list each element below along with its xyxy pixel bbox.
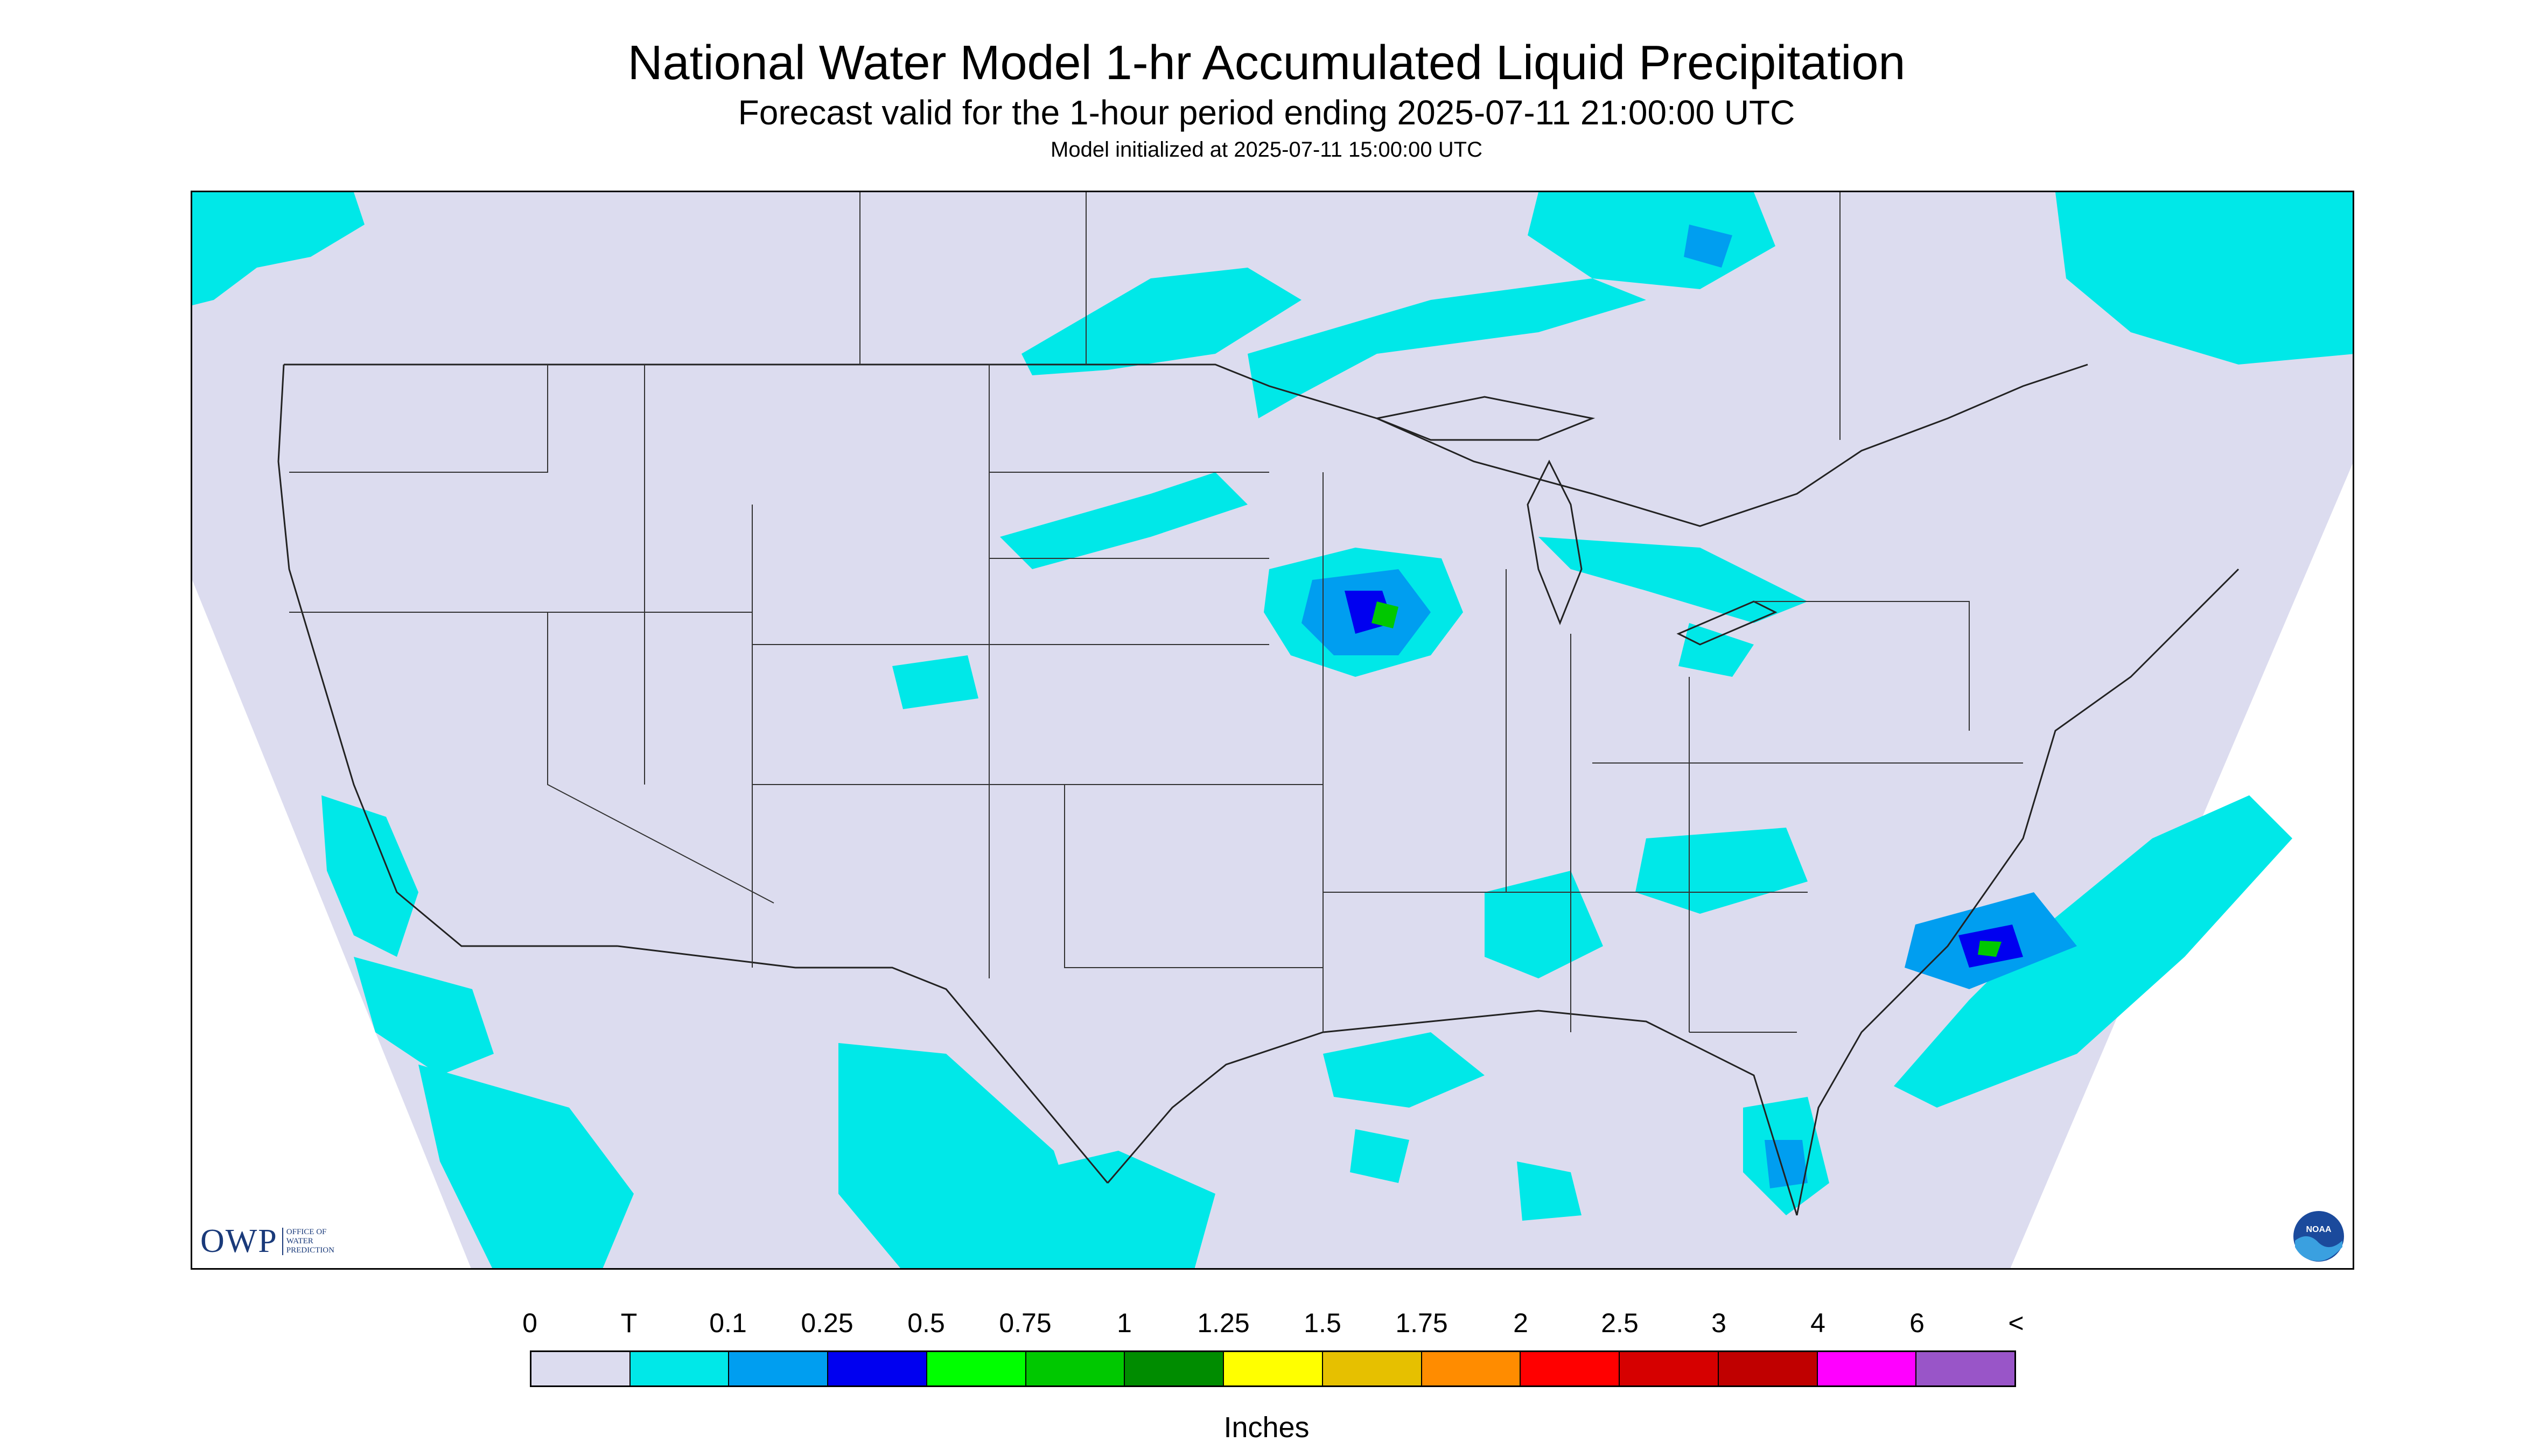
legend-label-15: < [2008, 1308, 2024, 1338]
precip-baja [418, 1065, 634, 1268]
legend-label-0: 0 [522, 1308, 537, 1338]
state-boundaries [289, 192, 2023, 1033]
legend-swatch-5 [1026, 1352, 1125, 1385]
legend-swatch-12 [1718, 1352, 1818, 1385]
border-us-mexico [617, 945, 1109, 1184]
legend-label-6: 1 [1117, 1308, 1132, 1338]
coast-atlantic [1796, 568, 2240, 1216]
legend-label-12: 3 [1711, 1308, 1726, 1338]
precip-gulf-scatter-1 [1350, 1129, 1409, 1183]
border-us-canada [284, 363, 2088, 527]
legend-swatch-9 [1422, 1352, 1521, 1385]
legend-label-5: 0.75 [999, 1308, 1052, 1338]
precip-canada-core [1684, 225, 1732, 268]
legend-label-1: T [620, 1308, 638, 1338]
precip-heavy-areas [1372, 601, 2002, 957]
precipitation-map[interactable] [191, 191, 2354, 1270]
legend-label-13: 4 [1810, 1308, 1825, 1338]
map-title: National Water Model 1-hr Accumulated Li… [627, 36, 1906, 90]
noaa-logo: NOAA [2292, 1210, 2345, 1263]
precip-michigan-band [1538, 537, 1808, 623]
map-canvas [192, 192, 2353, 1268]
legend-label-8: 1.5 [1304, 1308, 1341, 1338]
precip-mexico-gulf [935, 1151, 1215, 1268]
precip-florida-core [1765, 1140, 1808, 1188]
lake-superior [1374, 396, 1596, 441]
legend-label-2: 0.1 [709, 1308, 747, 1338]
political-boundaries [277, 363, 2240, 1216]
legend-label-4: 0.5 [907, 1308, 945, 1338]
legend-swatch-0 [531, 1352, 631, 1385]
owp-sub-line-3: PREDICTION [286, 1245, 334, 1255]
precip-gulf-scatter-2 [1517, 1161, 1582, 1221]
state-line-18 [1754, 601, 1970, 731]
precip-carolinas [1635, 828, 1808, 914]
legend-swatch-10 [1521, 1352, 1620, 1385]
legend-swatch-3 [828, 1352, 927, 1385]
precip-atlantic-heavy [1978, 941, 2002, 957]
precip-northeast-canada [1528, 192, 1775, 289]
precip-north-plains [1021, 268, 1302, 375]
state-line-1 [289, 365, 548, 473]
precip-southeast-atlantic [1894, 795, 2292, 1108]
noaa-logo-text: NOAA [2306, 1225, 2332, 1234]
legend-swatch-8 [1323, 1352, 1422, 1385]
legend-label-7: 1.25 [1197, 1308, 1250, 1338]
lake-erie [1676, 600, 1778, 646]
model-init-line: Model initialized at 2025-07-11 15:00:00… [1051, 138, 1482, 162]
map-subtitle: Forecast valid for the 1-hour period end… [738, 93, 1795, 132]
precip-colorado [892, 655, 978, 709]
legend-unit-label: Inches [1223, 1411, 1310, 1444]
legend-label-10: 2 [1513, 1308, 1528, 1338]
legend-label-11: 2.5 [1601, 1308, 1639, 1338]
legend-swatch-1 [630, 1352, 730, 1385]
precip-maritimes [2055, 192, 2353, 365]
legend-label-3: 0.25 [801, 1308, 853, 1338]
legend-swatch-4 [927, 1352, 1026, 1385]
lake-michigan [1527, 459, 1583, 626]
precip-iowa-heavy [1372, 601, 1398, 628]
outside-domain-west [192, 580, 471, 1268]
precip-legend-bar [530, 1350, 2016, 1387]
state-line-3 [547, 612, 774, 904]
precip-trace-areas [192, 192, 2353, 1268]
precip-gulf-coast [1323, 1032, 1485, 1108]
precip-nw-canada [192, 192, 365, 305]
precip-upper-midwest-band [1248, 278, 1646, 418]
legend-swatch-6 [1125, 1352, 1224, 1385]
precip-west-coast-1 [321, 795, 418, 957]
legend-label-14: 6 [1909, 1308, 1925, 1338]
state-line-11 [1064, 785, 1323, 968]
legend-label-9: 1.75 [1395, 1308, 1448, 1338]
precip-west-coast-2 [354, 957, 494, 1075]
coast-gulf [1107, 1010, 1798, 1216]
owp-logo: OWP OFFICE OF WATER PREDICTION [200, 1217, 334, 1265]
owp-logo-text: OWP [200, 1222, 278, 1259]
precip-dakota-band [1000, 472, 1248, 569]
legend-swatch-14 [1916, 1352, 2015, 1385]
owp-logo-subtext: OFFICE OF WATER PREDICTION [282, 1227, 334, 1255]
legend-swatch-11 [1620, 1352, 1719, 1385]
legend-swatch-7 [1224, 1352, 1323, 1385]
legend-swatch-13 [1817, 1352, 1917, 1385]
precip-southeast-inland [1485, 871, 1603, 978]
owp-sub-line-1: OFFICE OF [286, 1227, 327, 1236]
owp-sub-line-2: WATER [286, 1236, 313, 1245]
precip-great-lakes-east [1678, 623, 1754, 677]
coast-pacific [277, 364, 618, 947]
legend-swatch-2 [729, 1352, 829, 1385]
